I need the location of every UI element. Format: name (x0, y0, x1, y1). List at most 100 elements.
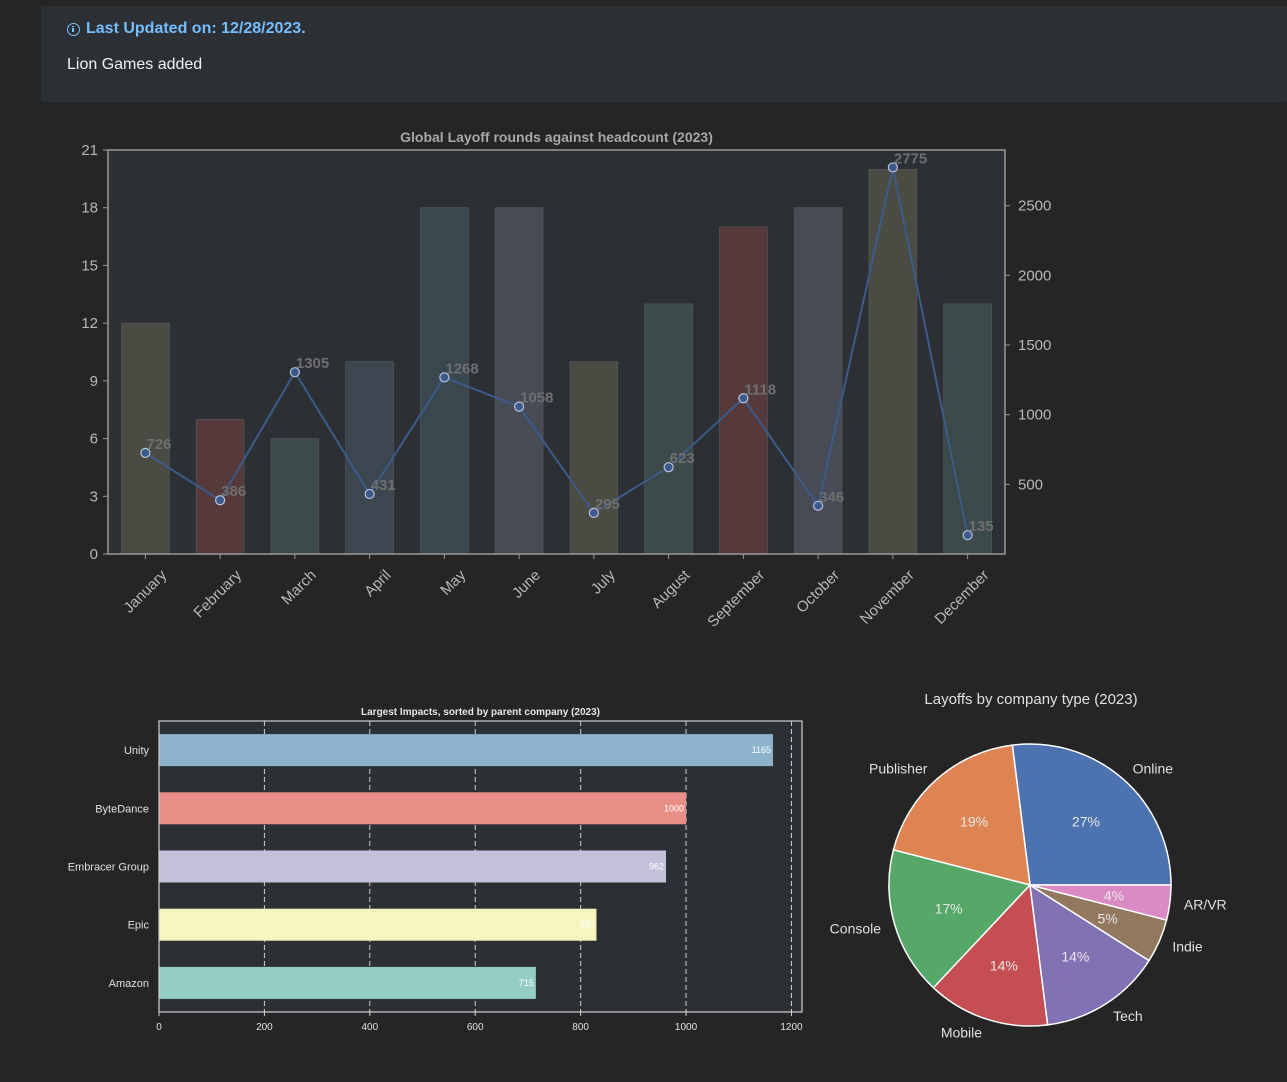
headcount-label: 2775 (894, 150, 927, 167)
plot-area (108, 150, 1005, 554)
bar-embracer-group (159, 850, 667, 883)
pie-pct-label: 17% (935, 901, 963, 917)
y2-tick-label: 500 (1018, 476, 1043, 493)
info-icon (67, 22, 80, 36)
x-tick-label: December (931, 567, 992, 628)
x-tick-label: 1000 (675, 1022, 698, 1033)
y-tick-label: 21 (81, 142, 98, 159)
headcount-label: 726 (146, 436, 171, 453)
bar-september (719, 226, 768, 555)
headcount-point (962, 530, 973, 541)
bar-epic (159, 908, 597, 941)
pie-category-label: Indie (1172, 939, 1203, 955)
pie-category-label: Publisher (869, 761, 928, 777)
x-tick-label: April (361, 567, 394, 600)
x-tick-label: February (190, 566, 245, 621)
bar-value-label: 1165 (752, 745, 771, 755)
last-updated-text: Last Updated on: 12/28/2023. (86, 20, 306, 37)
x-tick-label: July (588, 566, 619, 597)
x-tick-label: November (857, 567, 918, 628)
x-tick-label: 800 (572, 1022, 589, 1033)
largest-impacts-chart: Largest Impacts, sorted by parent compan… (68, 707, 803, 1033)
plot-frame (107, 149, 1006, 555)
layoff-rounds-chart: Global Layoff rounds against headcount (… (81, 129, 1051, 631)
bar-value-label: 962 (649, 862, 664, 872)
y-tick-label: 12 (81, 315, 98, 332)
headcount-point (663, 462, 674, 473)
headcount-line (144, 167, 969, 536)
pie-pct-label: 4% (1104, 888, 1124, 904)
bar-july (569, 361, 619, 555)
pie-slice-online (1011, 743, 1172, 886)
bar-december (943, 303, 992, 555)
last-updated-notice: Last Updated on: 12/28/2023. (67, 20, 306, 38)
y-tick-label: Unity (124, 745, 150, 757)
headcount-label: 431 (371, 477, 396, 494)
pie-slice-publisher (892, 744, 1031, 887)
x-tick-label: 400 (361, 1022, 378, 1033)
x-tick-label: 200 (256, 1022, 273, 1033)
chart-title: Largest Impacts, sorted by parent compan… (361, 707, 600, 718)
bar-value-label: 715 (519, 978, 534, 988)
y2-tick-label: 2500 (1018, 198, 1051, 215)
y2-tick-label: 2000 (1018, 267, 1051, 284)
y-tick-label: 3 (90, 488, 98, 505)
bar-february (195, 419, 245, 555)
y2-tick-label: 1000 (1018, 407, 1051, 424)
x-tick-label: 1200 (780, 1022, 803, 1033)
headcount-point (364, 488, 375, 500)
bar-unity (159, 734, 774, 767)
chart-title: Layoffs by company type (2023) (924, 691, 1137, 708)
pie-pct-label: 14% (990, 957, 1018, 973)
headcount-point (514, 401, 525, 412)
chart-title: Global Layoff rounds against headcount (… (400, 129, 713, 145)
headcount-point (813, 500, 824, 511)
pie-pct-label: 5% (1098, 911, 1118, 927)
info-banner: Last Updated on: 12/28/2023. Lion Games … (41, 6, 1287, 102)
headcount-label: 1118 (744, 381, 776, 398)
headcount-label: 295 (595, 496, 620, 513)
x-tick-label: March (278, 567, 319, 608)
x-tick-label: June (509, 567, 544, 602)
pie-category-label: Mobile (941, 1025, 982, 1041)
pie-pct-label: 19% (960, 814, 988, 830)
pie-pct-label: 14% (1061, 948, 1089, 964)
y-tick-label: ByteDance (95, 803, 149, 815)
bar-bytedance (159, 792, 687, 825)
y-tick-label: 9 (90, 373, 98, 390)
x-tick-label: 0 (156, 1022, 162, 1033)
bar-amazon (159, 966, 536, 999)
pie-slice-tech (1029, 883, 1151, 1026)
headcount-label: 1268 (445, 360, 478, 377)
y-tick-label: 6 (90, 431, 98, 448)
company-type-pie-chart: Layoffs by company type (2023) 27% Online 1… (830, 691, 1227, 1041)
pie-slice-mobile (932, 883, 1049, 1027)
headcount-label: 346 (819, 489, 844, 506)
x-tick-label: September (704, 567, 768, 631)
pie-category-label: Online (1133, 761, 1174, 777)
y-tick-label: Amazon (109, 978, 149, 990)
bar-april (345, 361, 394, 555)
bar-june (494, 207, 544, 555)
pie-slice-console (888, 849, 1032, 989)
pie-category-label: AR/VR (1184, 896, 1227, 912)
pie-slice-ar-vr (1029, 884, 1172, 921)
bar-march (270, 438, 320, 555)
bar-august (644, 303, 693, 555)
plot-frame (158, 720, 803, 1013)
headcount-label: 1058 (520, 390, 553, 407)
y-tick-label: Embracer Group (68, 862, 149, 874)
y-tick-label: Epic (128, 920, 150, 932)
pie-category-label: Console (830, 920, 882, 936)
y2-tick-label: 1500 (1018, 337, 1051, 354)
headcount-point (738, 393, 749, 404)
headcount-label: 623 (670, 450, 695, 467)
update-message: Lion Games added (67, 56, 203, 73)
headcount-point (140, 447, 151, 458)
headcount-point (289, 367, 300, 378)
headcount-point (215, 495, 226, 506)
pie-category-label: Tech (1113, 1008, 1143, 1024)
headcount-point (887, 162, 898, 173)
x-tick-label: October (793, 567, 843, 617)
headcount-label: 386 (221, 483, 246, 500)
